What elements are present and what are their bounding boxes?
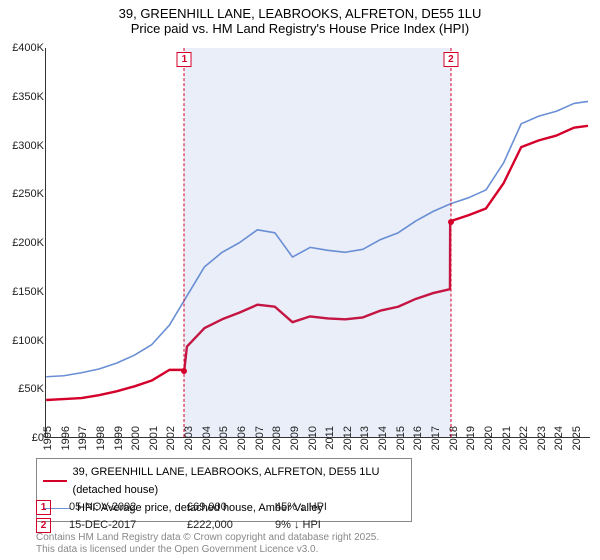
transaction-diff: 45% ↓ HPI [275,501,385,513]
x-tick-label: 2019 [465,426,477,450]
title-sub: Price paid vs. HM Land Registry's House … [0,21,600,36]
chart-container: 39, GREENHILL LANE, LEABROOKS, ALFRETON,… [0,0,600,560]
x-tick-label: 2013 [359,426,371,450]
x-tick-label: 1999 [113,426,125,450]
y-tick-label: £300K [12,140,44,152]
x-tick-label: 1998 [95,426,107,450]
x-tick-label: 2009 [289,426,301,450]
transaction-diff: 9% ↓ HPI [275,519,385,531]
legend-swatch-price-paid [43,480,67,482]
transaction-vline [450,48,451,437]
x-tick-label: 1996 [60,426,72,450]
transaction-marker [448,219,454,225]
x-tick-label: 2021 [501,426,513,450]
y-tick-label: £400K [12,42,44,54]
y-tick-label: £50K [18,383,44,395]
transaction-badge: 2 [36,518,51,533]
x-tick-label: 2006 [236,426,248,450]
x-tick-label: 2023 [536,426,548,450]
legend-row-price-paid: 39, GREENHILL LANE, LEABROOKS, ALFRETON,… [43,463,405,499]
x-tick-label: 2004 [201,426,213,450]
y-tick-label: £150K [12,286,44,298]
x-tick-label: 2014 [377,426,389,450]
y-tick-label: £0 [32,432,44,444]
y-tick-label: £100K [12,335,44,347]
x-tick-label: 1997 [77,426,89,450]
x-tick-label: 2010 [307,426,319,450]
highlight-band [184,48,451,437]
x-tick-label: 2018 [448,426,460,450]
transaction-list: 1 05-NOV-2002 £69,000 45% ↓ HPI 2 15-DEC-2017… [36,498,576,534]
title-main: 39, GREENHILL LANE, LEABROOKS, ALFRETON,… [0,6,600,21]
x-tick-label: 2005 [218,426,230,450]
x-tick-label: 2017 [430,426,442,450]
x-tick-label: 2020 [483,426,495,450]
transaction-row: 1 05-NOV-2002 £69,000 45% ↓ HPI [36,498,576,516]
transaction-flag: 1 [177,52,192,67]
footnote: Contains HM Land Registry data © Crown c… [36,532,379,556]
x-tick-label: 2015 [395,426,407,450]
transaction-badge: 1 [36,500,51,515]
x-tick-label: 2012 [342,426,354,450]
footnote-line2: This data is licensed under the Open Gov… [36,544,379,556]
x-tick-label: 2024 [553,426,565,450]
y-tick-label: £200K [12,237,44,249]
transaction-date: 05-NOV-2002 [69,501,169,513]
y-tick-label: £250K [12,188,44,200]
transaction-marker [181,368,187,374]
x-tick-label: 2000 [130,426,142,450]
footnote-line1: Contains HM Land Registry data © Crown c… [36,532,379,544]
chart-plot-area: 1995199619971998199920002001200220032004… [45,48,590,438]
x-tick-label: 2022 [518,426,530,450]
x-tick-label: 2016 [412,426,424,450]
x-tick-label: 2002 [165,426,177,450]
transaction-price: £69,000 [187,501,257,513]
transaction-price: £222,000 [187,519,257,531]
transaction-date: 15-DEC-2017 [69,519,169,531]
transaction-flag: 2 [443,52,458,67]
x-tick-label: 2011 [324,426,336,450]
transaction-vline [184,48,185,437]
x-tick-label: 2008 [271,426,283,450]
titles: 39, GREENHILL LANE, LEABROOKS, ALFRETON,… [0,0,600,36]
x-tick-label: 2007 [254,426,266,450]
y-tick-label: £350K [12,91,44,103]
x-tick-label: 2025 [571,426,583,450]
x-tick-label: 2001 [148,426,160,450]
legend-label-price-paid: 39, GREENHILL LANE, LEABROOKS, ALFRETON,… [73,463,405,499]
